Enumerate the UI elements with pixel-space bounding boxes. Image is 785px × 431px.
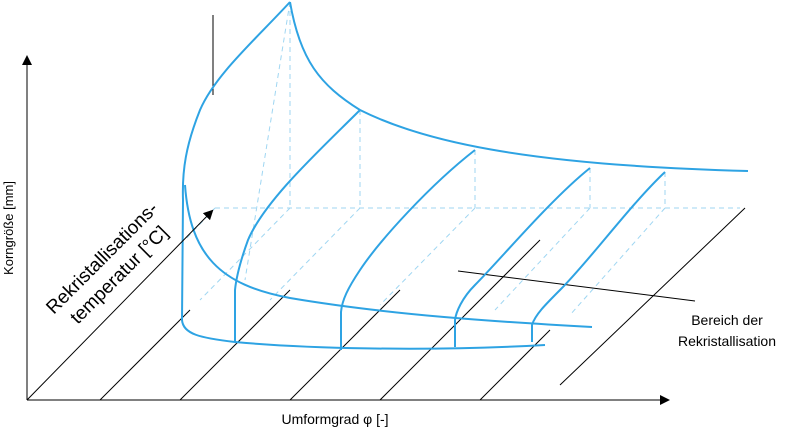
surface	[180, 1, 749, 350]
z-axis	[26, 209, 214, 401]
annotation: Rekristallisation	[678, 333, 776, 349]
floor-lines	[99, 15, 746, 401]
annotation: Bereich der	[691, 312, 763, 328]
y-axis-label: Korngröße [mm]	[1, 181, 16, 275]
dashed-guides	[184, 1, 740, 316]
axes	[22, 55, 670, 405]
x-axis-label: Umformgrad φ [-]	[281, 411, 388, 427]
